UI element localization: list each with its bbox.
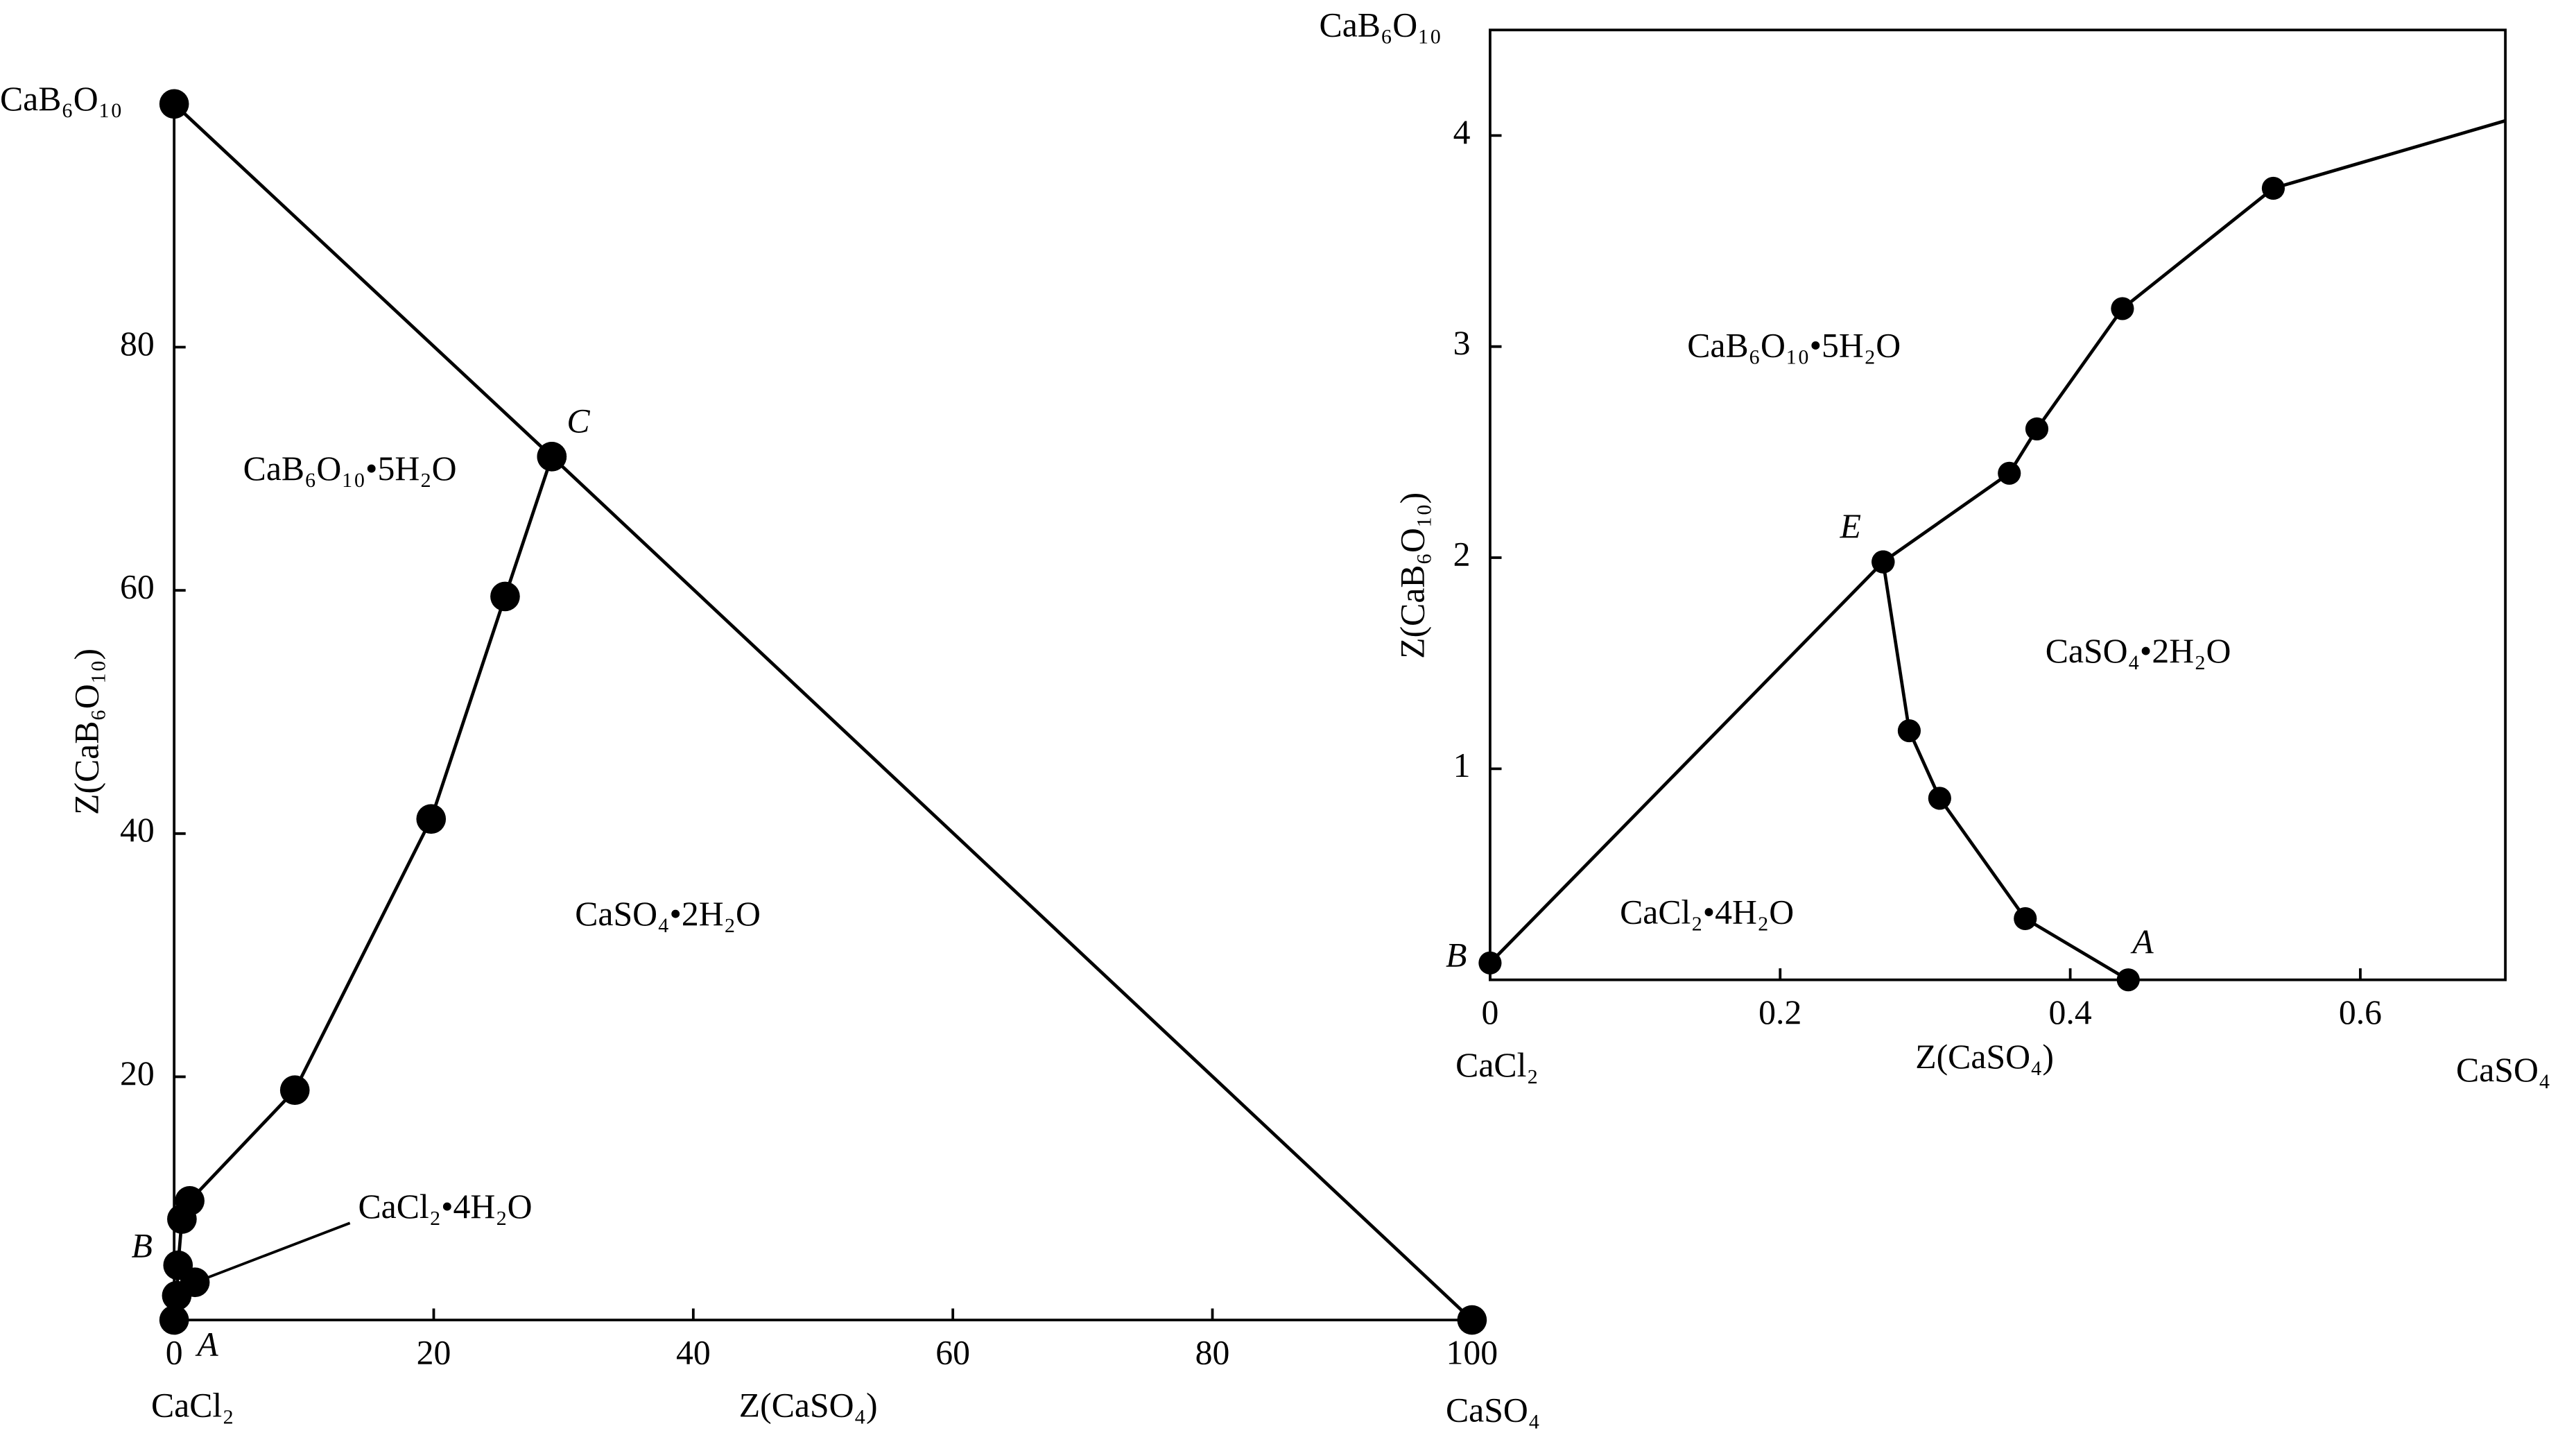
x-axis-label: Z(CaSO₄) bbox=[1915, 1038, 2054, 1076]
region-label: CaCl₂•4H₂O bbox=[358, 1187, 532, 1226]
data-point bbox=[2025, 417, 2049, 440]
region-label: CaCl₂ bbox=[151, 1386, 234, 1424]
data-point bbox=[159, 89, 189, 119]
region-label: CaB₆O₁₀ bbox=[0, 80, 122, 118]
data-point bbox=[167, 1204, 197, 1234]
region-label: CaSO₄ bbox=[2456, 1051, 2550, 1089]
data-point bbox=[1457, 1305, 1487, 1335]
x-tick-label: 0 bbox=[166, 1334, 183, 1372]
data-point bbox=[537, 441, 567, 472]
data-point bbox=[1872, 550, 1895, 574]
data-point bbox=[2116, 968, 2140, 992]
x-tick-label: 0 bbox=[1481, 993, 1498, 1031]
point-label: C bbox=[567, 402, 590, 440]
data-point bbox=[180, 1267, 210, 1298]
y-axis-label: Z(CaB₆O₁₀) bbox=[68, 649, 106, 815]
y-tick-label: 3 bbox=[1453, 324, 1471, 362]
x-tick-label: 40 bbox=[676, 1334, 711, 1372]
x-tick-label: 80 bbox=[1195, 1334, 1230, 1372]
y-tick-label: 40 bbox=[120, 811, 155, 849]
region-label: CaSO₄•2H₂O bbox=[2046, 632, 2231, 670]
point-label: A bbox=[2130, 922, 2154, 961]
data-point bbox=[490, 581, 520, 612]
x-tick-label: 0.4 bbox=[2049, 993, 2092, 1031]
x-tick-label: 60 bbox=[935, 1334, 970, 1372]
data-point bbox=[1928, 787, 1951, 810]
x-axis-label: Z(CaSO₄) bbox=[739, 1386, 878, 1424]
y-tick-label: 1 bbox=[1453, 746, 1471, 784]
data-point bbox=[2111, 297, 2134, 320]
leader-line bbox=[195, 1221, 351, 1284]
y-tick-label: 60 bbox=[120, 568, 155, 606]
x-tick-label: 20 bbox=[417, 1334, 451, 1372]
boundary-line bbox=[1489, 560, 1885, 964]
region-label: CaSO₄•2H₂O bbox=[575, 895, 761, 933]
region-label: CaB₆O₁₀ bbox=[1320, 6, 1442, 44]
x-tick-label: 0.6 bbox=[2339, 993, 2382, 1031]
data-point bbox=[1897, 719, 1921, 743]
x-tick-label: 0.2 bbox=[1758, 993, 1801, 1031]
x-tick-label: 100 bbox=[1446, 1334, 1498, 1372]
boundary-line bbox=[1881, 561, 2129, 981]
region-label: CaCl₂ bbox=[1455, 1046, 1539, 1084]
point-label: E bbox=[1840, 507, 1861, 545]
y-tick-label: 4 bbox=[1453, 113, 1471, 151]
data-point bbox=[159, 1305, 189, 1335]
data-point bbox=[279, 1075, 310, 1106]
y-tick-label: 20 bbox=[120, 1054, 155, 1092]
point-label: B bbox=[132, 1227, 153, 1265]
data-point bbox=[1478, 951, 1502, 975]
data-point bbox=[2261, 176, 2285, 200]
boundary-line bbox=[2272, 119, 2506, 190]
point-label: A bbox=[195, 1325, 218, 1364]
region-label: CaCl₂•4H₂O bbox=[1620, 893, 1794, 932]
data-point bbox=[2014, 907, 2037, 930]
boundary-line bbox=[1882, 187, 2274, 564]
y-axis-label: Z(CaB₆O₁₀) bbox=[1394, 492, 1432, 659]
region-label: CaB₆O₁₀•5H₂O bbox=[243, 449, 457, 488]
data-point bbox=[416, 804, 447, 834]
y-tick-label: 80 bbox=[120, 325, 155, 363]
boundary-line bbox=[173, 103, 1473, 1321]
point-label: B bbox=[1446, 936, 1467, 974]
plot-frame bbox=[1489, 28, 2507, 981]
data-point bbox=[1998, 461, 2021, 485]
region-label: CaSO₄ bbox=[1446, 1391, 1540, 1430]
region-label: CaB₆O₁₀•5H₂O bbox=[1687, 326, 1901, 364]
y-tick-label: 2 bbox=[1453, 535, 1471, 573]
